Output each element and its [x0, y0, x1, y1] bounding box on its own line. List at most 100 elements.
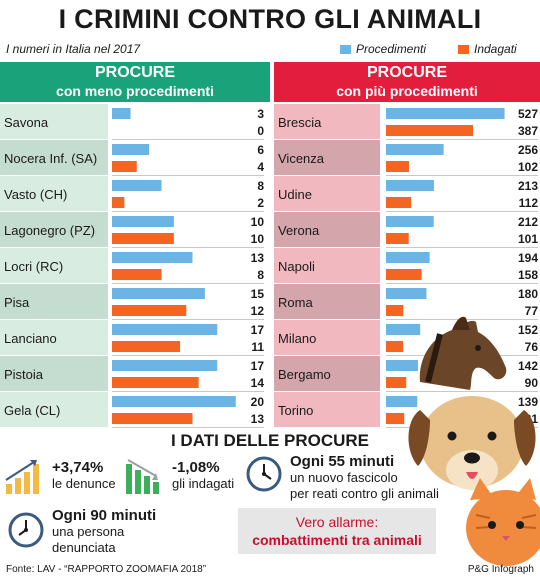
left-label-bg: [0, 212, 108, 247]
right-value-procedimenti: 142: [518, 359, 538, 373]
right-value-procedimenti: 194: [518, 251, 538, 265]
right-value-indagati: 77: [525, 304, 539, 318]
left-label-bg: [0, 248, 108, 283]
legend-procedimenti: Procedimenti: [340, 42, 426, 56]
left-bar-indagati: [112, 161, 137, 172]
left-bar-indagati: [112, 233, 174, 244]
legend-swatch-procedimenti: [340, 44, 351, 54]
right-value-indagati: 387: [518, 124, 538, 138]
right-bar-indagati: [386, 269, 422, 280]
right-label-bg: [274, 392, 380, 427]
left-value-indagati: 11: [251, 340, 264, 354]
left-bar-indagati: [112, 413, 193, 424]
right-value-indagati: 112: [519, 196, 539, 210]
left-value-indagati: 13: [251, 412, 265, 426]
left-value-procedimenti: 17: [251, 323, 265, 337]
right-value-procedimenti: 152: [518, 323, 538, 337]
right-value-procedimenti: 256: [518, 143, 538, 157]
right-panel-title: PROCURE: [366, 64, 447, 81]
right-category-label: Bergamo: [278, 367, 331, 382]
left-category-label: Savona: [4, 115, 49, 130]
left-panel-subtitle: con meno procedimenti: [56, 83, 214, 99]
left-bar-indagati: [112, 341, 181, 352]
left-label-bg: [0, 284, 108, 319]
right-panel-header: PROCURE con più procedimenti: [274, 62, 540, 102]
left-value-indagati: 4: [257, 160, 264, 174]
stat-indagati-value: -1,08%: [172, 459, 220, 476]
right-bar-procedimenti: [386, 252, 430, 263]
stat-denunciata-value: Ogni 90 minuti: [52, 507, 157, 524]
stat-denunce: +3,74% le denunce: [52, 460, 116, 492]
left-bar-procedimenti: [112, 252, 193, 263]
left-bar-indagati: [112, 305, 187, 316]
stat-fascicolo-line3: per reati contro gli animali: [290, 486, 439, 501]
stat-indagati-label: gli indagati: [172, 476, 235, 491]
bar-chart-up-icon: [5, 460, 39, 494]
left-category-label: Locri (RC): [4, 259, 63, 274]
right-panel-subtitle: con più procedimenti: [336, 83, 478, 99]
right-label-bg: [274, 320, 380, 355]
right-bar-indagati: [386, 341, 404, 352]
left-bar-procedimenti: [112, 180, 162, 191]
right-label-bg: [274, 284, 380, 319]
right-bar-indagati: [386, 161, 409, 172]
right-value-procedimenti: 212: [518, 215, 538, 229]
right-value-indagati: 158: [518, 268, 538, 282]
left-value-procedimenti: 6: [257, 143, 264, 157]
left-label-bg: [0, 392, 108, 427]
right-bar-indagati: [386, 305, 404, 316]
right-bar-procedimenti: [386, 360, 418, 371]
page-title: I CRIMINI CONTRO GLI ANIMALI: [58, 4, 482, 34]
left-value-procedimenti: 10: [251, 215, 265, 229]
stat-denunce-label: le denunce: [52, 476, 116, 491]
right-value-indagati: 81: [525, 412, 539, 426]
left-label-bg: [0, 104, 108, 139]
stat-denunce-value: +3,74%: [52, 459, 104, 476]
left-value-indagati: 0: [257, 124, 264, 138]
left-value-procedimenti: 8: [257, 179, 264, 193]
right-value-procedimenti: 527: [518, 107, 538, 121]
right-bar-procedimenti: [386, 288, 427, 299]
left-label-bg: [0, 356, 108, 391]
right-bar-procedimenti: [386, 396, 418, 407]
legend-swatch-indagati: [458, 44, 469, 54]
right-label-bg: [274, 176, 380, 211]
legend-label-procedimenti: Procedimenti: [356, 42, 427, 56]
right-value-procedimenti: 180: [518, 287, 538, 301]
left-value-procedimenti: 15: [251, 287, 265, 301]
alarm-line2: combattimenti tra animali: [252, 532, 422, 548]
clock-icon: [8, 512, 44, 548]
left-value-indagati: 2: [257, 196, 264, 210]
left-category-label: Vasto (CH): [4, 187, 67, 202]
left-label-bg: [0, 176, 108, 211]
right-category-label: Napoli: [278, 259, 315, 274]
right-label-bg: [274, 212, 380, 247]
right-bar-procedimenti: [386, 324, 421, 335]
clock-icon: [246, 456, 282, 492]
right-category-label: Brescia: [278, 115, 322, 130]
stat-fascicolo: Ogni 55 minuti un nuovo fascicolo per re…: [290, 454, 439, 502]
left-bar-procedimenti: [112, 396, 236, 407]
right-value-indagati: 102: [518, 160, 538, 174]
left-value-indagati: 14: [251, 376, 265, 390]
right-bar-indagati: [386, 197, 412, 208]
right-label-bg: [274, 248, 380, 283]
stat-denunciata-line3: denunciata: [52, 540, 116, 555]
alarm-box: Vero allarme: combattimenti tra animali: [238, 508, 436, 554]
left-value-indagati: 12: [251, 304, 265, 318]
right-category-label: Torino: [278, 403, 313, 418]
left-value-procedimenti: 13: [251, 251, 265, 265]
right-bar-procedimenti: [386, 144, 444, 155]
left-category-label: Nocera Inf. (SA): [4, 151, 97, 166]
left-category-label: Lagonegro (PZ): [4, 223, 95, 238]
alarm-line1: Vero allarme:: [295, 514, 379, 530]
right-category-label: Verona: [278, 223, 320, 238]
left-bar-procedimenti: [112, 360, 218, 371]
stat-denunciata-line2: una persona: [52, 524, 125, 539]
left-bar-procedimenti: [112, 144, 150, 155]
left-panel-title: PROCURE: [94, 64, 175, 81]
subtitle: I numeri in Italia nel 2017: [6, 42, 141, 56]
left-bar-procedimenti: [112, 108, 131, 119]
right-category-label: Milano: [278, 331, 316, 346]
left-category-label: Pisa: [4, 295, 30, 310]
